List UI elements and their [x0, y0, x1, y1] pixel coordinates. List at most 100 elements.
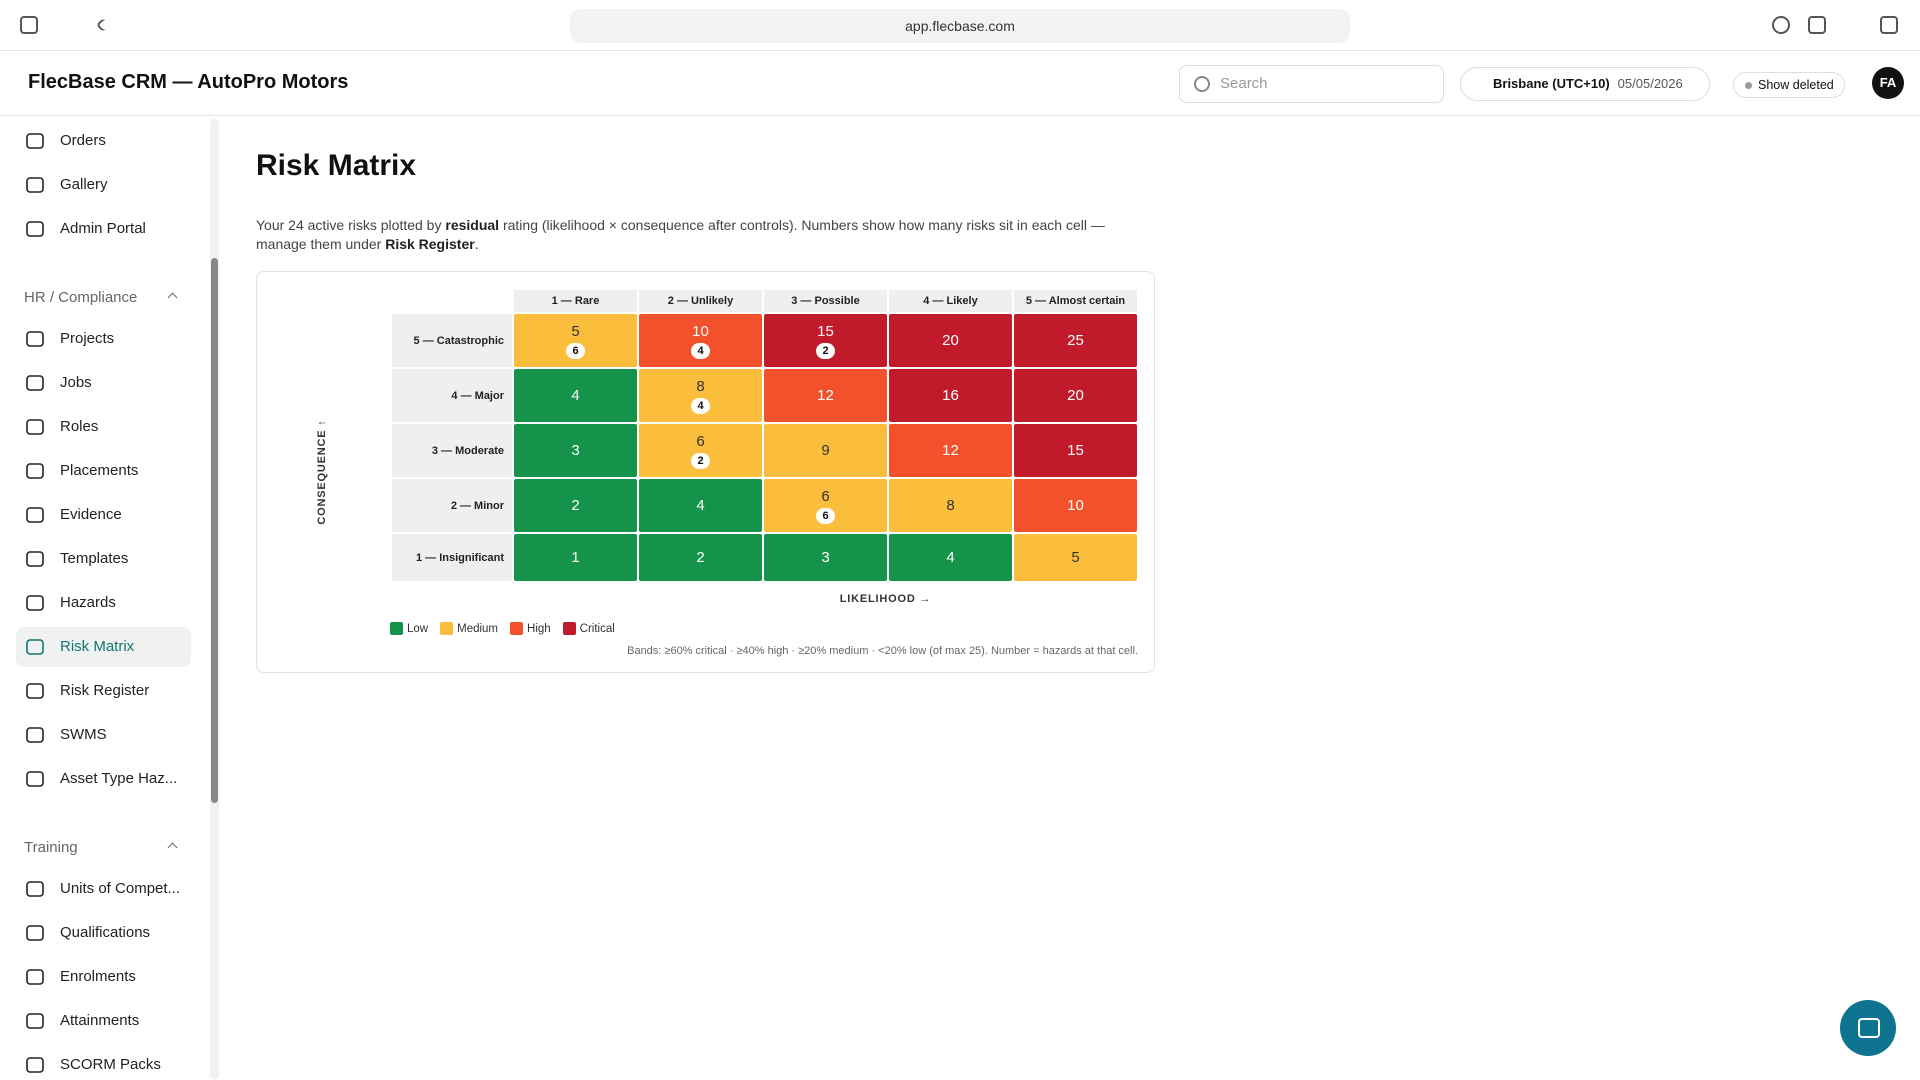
icon-shape	[26, 551, 44, 567]
search-input[interactable]: Search	[1179, 65, 1444, 103]
nav-icon	[26, 969, 44, 985]
nav-item[interactable]: Jobs	[16, 363, 191, 403]
cell-score: 4	[696, 497, 705, 514]
column-header: 1 — Rare	[514, 290, 637, 312]
nav-item[interactable]: Roles	[16, 407, 191, 447]
cell-count-badge: 4	[691, 342, 710, 359]
matrix-cell[interactable]: 20	[889, 314, 1012, 367]
nav-item[interactable]: SWMS	[16, 715, 191, 755]
matrix-cell[interactable]: 4	[889, 534, 1012, 581]
nav-icon	[26, 463, 44, 479]
page-title: Risk Matrix	[256, 149, 417, 182]
icon-shape	[26, 507, 44, 523]
nav-icon	[26, 507, 44, 523]
icon-shape	[26, 419, 44, 435]
cell-score: 4	[571, 387, 580, 404]
matrix-cell[interactable]: 10 4	[639, 314, 762, 367]
matrix-cell[interactable]: 12	[764, 369, 887, 422]
nav-item[interactable]: Gallery	[16, 165, 191, 205]
icon-shape	[26, 177, 44, 193]
show-deleted-toggle[interactable]: Show deleted	[1733, 72, 1845, 98]
legend-swatch	[510, 622, 524, 635]
timezone-selector[interactable]: Brisbane (UTC+10) 05/05/2026	[1460, 67, 1710, 101]
cell-score: 15	[817, 322, 834, 340]
matrix-cell[interactable]: 20	[1014, 369, 1137, 422]
nav-icon	[26, 881, 44, 897]
sidebar-toggle[interactable]	[20, 16, 38, 34]
matrix-cell[interactable]: 15 2	[764, 314, 887, 367]
column-header: 2 — Unlikely	[639, 290, 762, 312]
url-bar[interactable]: app.flecbase.com	[570, 9, 1350, 43]
cell-score: 8	[946, 497, 955, 514]
cell-score: 3	[571, 442, 580, 459]
nav-item[interactable]: Risk Matrix	[16, 627, 191, 667]
nav-item[interactable]: Projects	[16, 319, 191, 359]
matrix-cell[interactable]: 2	[514, 479, 637, 532]
matrix-cell[interactable]: 3	[514, 424, 637, 477]
matrix-cell[interactable]: 16	[889, 369, 1012, 422]
nav-item[interactable]: Qualifications	[16, 913, 191, 953]
icon-shape	[26, 925, 44, 941]
matrix-cell[interactable]: 4	[639, 479, 762, 532]
matrix-cell[interactable]: 4	[514, 369, 637, 422]
cell-score: 12	[942, 442, 959, 459]
matrix-cell[interactable]: 1	[514, 534, 637, 581]
nav-icon	[26, 595, 44, 611]
nav-item[interactable]: Placements	[16, 451, 191, 491]
scrollbar-thumb[interactable]	[211, 258, 218, 803]
share-button[interactable]	[1808, 16, 1826, 34]
row-header: 2 — Minor	[392, 479, 512, 532]
nav-item[interactable]: Admin Portal	[16, 209, 191, 249]
app-header: FlecBase CRM — AutoPro Motors Search Bri…	[0, 51, 1920, 116]
chat-button[interactable]	[1840, 1000, 1896, 1056]
legend-label: Medium	[457, 622, 499, 635]
back-button[interactable]	[95, 17, 111, 33]
matrix-cell[interactable]: 10	[1014, 479, 1137, 532]
user-avatar[interactable]: FA	[1872, 67, 1904, 99]
matrix-cell[interactable]: 12	[889, 424, 1012, 477]
nav-icon	[26, 221, 44, 237]
matrix-cell[interactable]: 2	[639, 534, 762, 581]
legend-swatch	[390, 622, 403, 635]
downloads-button[interactable]	[1772, 16, 1790, 34]
nav-item[interactable]: Evidence	[16, 495, 191, 535]
nav-item[interactable]: Risk Register	[16, 671, 191, 711]
icon-shape	[26, 221, 44, 237]
nav-item[interactable]: Templates	[16, 539, 191, 579]
icon-shape	[26, 133, 44, 149]
section-title[interactable]: Training	[24, 839, 78, 856]
matrix-cell[interactable]: 8	[889, 479, 1012, 532]
cell-score: 20	[1067, 387, 1084, 404]
matrix-cell[interactable]: 9	[764, 424, 887, 477]
description-text: Your 24 active risks plotted by	[256, 217, 446, 233]
cell-score: 15	[1067, 442, 1084, 459]
column-header: 4 — Likely	[889, 290, 1012, 312]
date: 05/05/2026	[1617, 76, 1683, 91]
cell-score: 5	[1071, 549, 1080, 566]
tabs-button[interactable]	[1880, 16, 1898, 34]
nav-item[interactable]: Units of Compet...	[16, 869, 191, 909]
description-emphasis: Risk Register	[385, 236, 475, 252]
nav-icon	[26, 177, 44, 193]
icon-shape	[26, 969, 44, 985]
cell-score: 12	[817, 387, 834, 404]
matrix-cell[interactable]: 5	[1014, 534, 1137, 581]
nav-item[interactable]: SCORM Packs	[16, 1045, 191, 1080]
nav-item[interactable]: Asset Type Haz...	[16, 759, 191, 799]
matrix-cell[interactable]: 3	[764, 534, 887, 581]
matrix-cell[interactable]: 25	[1014, 314, 1137, 367]
nav-item[interactable]: Orders	[16, 121, 191, 161]
icon-shape	[26, 1013, 44, 1029]
nav-item[interactable]: Hazards	[16, 583, 191, 623]
cell-count-badge: 6	[566, 342, 585, 359]
matrix-cell[interactable]: 15	[1014, 424, 1137, 477]
nav-item[interactable]: Enrolments	[16, 957, 191, 997]
nav-item[interactable]: Attainments	[16, 1001, 191, 1041]
section-title[interactable]: HR / Compliance	[24, 289, 138, 306]
legend-label: Low	[407, 622, 429, 635]
